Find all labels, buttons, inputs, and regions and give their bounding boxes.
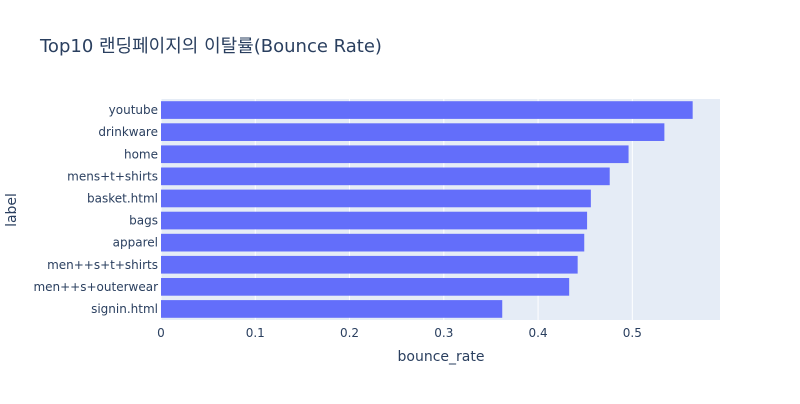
bar xyxy=(161,101,693,119)
bar xyxy=(161,255,578,274)
x-tick-label: 0.1 xyxy=(246,326,265,340)
y-axis-label: label xyxy=(4,193,20,227)
bar xyxy=(161,211,588,230)
bar xyxy=(161,167,610,186)
x-tick-label: 0.3 xyxy=(434,326,453,340)
x-tick-label: 0 xyxy=(157,326,165,340)
y-tick-label: drinkware xyxy=(98,125,158,139)
x-tick-label: 0.4 xyxy=(529,326,548,340)
y-tick-label: men++s+t+shirts xyxy=(47,258,158,272)
x-tick-label: 0.2 xyxy=(340,326,359,340)
y-tick-label: mens+t+shirts xyxy=(67,169,158,183)
bar xyxy=(161,145,629,164)
y-tick-label: bags xyxy=(129,214,158,228)
x-tick-label: 0.5 xyxy=(623,326,642,340)
y-tick-label: home xyxy=(124,147,158,161)
bar xyxy=(161,278,570,296)
bar xyxy=(161,123,665,141)
bar xyxy=(161,300,503,318)
bar xyxy=(161,233,585,252)
bar xyxy=(161,189,591,208)
chart-title: Top10 랜딩페이지의 이탈률(Bounce Rate) xyxy=(39,36,382,57)
y-tick-label: men++s+outerwear xyxy=(33,280,158,294)
y-tick-label: youtube xyxy=(109,103,158,117)
x-axis-label: bounce_rate xyxy=(398,349,485,365)
y-tick-label: apparel xyxy=(113,236,158,250)
y-tick-label: basket.html xyxy=(87,191,158,205)
y-tick-label: signin.html xyxy=(91,302,158,316)
